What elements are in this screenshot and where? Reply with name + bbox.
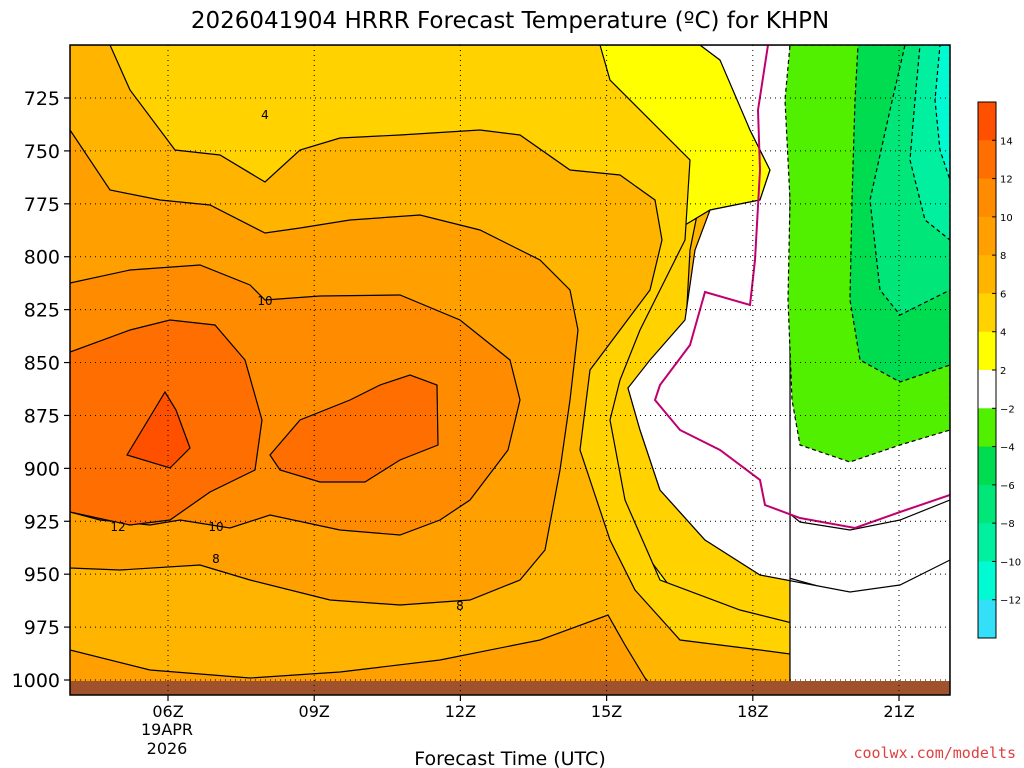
x-tick-label: 18Z: [737, 702, 768, 721]
colorbar-label: −6: [1000, 481, 1015, 492]
x-tick-label: 15Z: [591, 702, 622, 721]
colorbar-label: 2: [1000, 366, 1006, 377]
colorbar-swatch: [978, 216, 996, 256]
x-date-label-line2: 2026: [147, 739, 188, 758]
colorbar-swatch: [978, 102, 996, 141]
colorbar-swatch: [978, 331, 996, 371]
contour-label: 8: [212, 552, 220, 566]
colorbar-label: 12: [1000, 175, 1013, 186]
y-tick-label: 800: [24, 247, 60, 269]
colorbar-swatch: [978, 561, 996, 601]
x-date-label-line1: 19APR: [141, 720, 193, 739]
region-12-14-right: [269, 374, 439, 483]
y-axis: 725 750 775 800 825 850 875 900 925 950 975 1000: [12, 88, 70, 692]
x-tick-label: 21Z: [883, 702, 914, 721]
y-tick-label: 925: [24, 511, 60, 533]
colorbar-label: −10: [1000, 557, 1021, 568]
chart-title: 2026041904 HRRR Forecast Temperature (ºC…: [191, 8, 829, 34]
colorbar-label: −8: [1000, 519, 1015, 530]
plot-area: [70, 45, 950, 695]
colorbar-swatch: [978, 293, 996, 333]
colorbar-swatch: [978, 408, 996, 448]
colorbar-label: 4: [1000, 328, 1006, 339]
x-tick-label: 12Z: [445, 702, 476, 721]
region-8-10-surface: [70, 614, 661, 695]
colorbar-label: 8: [1000, 251, 1006, 262]
x-axis: 06Z 09Z 12Z 15Z 18Z 21Z: [152, 695, 915, 721]
zero-degree-contour: [653, 45, 950, 530]
x-axis-label: Forecast Time (UTC): [414, 748, 605, 768]
y-tick-label: 725: [24, 88, 60, 110]
contour-label: 12: [110, 520, 125, 534]
colorbar: 14 12 10 8 6 4 2 −2 −4 −6 −8 −10 −12: [977, 101, 1021, 639]
x-tick-label: 06Z: [152, 702, 183, 721]
ground-surface: [70, 681, 950, 695]
y-tick-label: 1000: [12, 670, 60, 692]
region-white-gap: [627, 45, 950, 695]
y-tick-label: 775: [24, 194, 60, 216]
y-tick-label: 975: [24, 617, 60, 639]
colorbar-swatch: [978, 255, 996, 294]
x-tick-label: 09Z: [299, 702, 330, 721]
colorbar-swatch: [978, 523, 996, 562]
credit-text: coolwx.com/modelts: [853, 744, 1016, 762]
colorbar-label: 10: [1000, 213, 1013, 224]
y-tick-label: 750: [24, 141, 60, 163]
colorbar-label: −2: [1000, 404, 1015, 415]
contour-label: 8: [456, 599, 464, 613]
grid-lines: [70, 45, 950, 695]
colorbar-swatch: [978, 140, 996, 180]
y-tick-label: 875: [24, 405, 60, 427]
contour-label: 10: [257, 294, 272, 308]
y-tick-label: 900: [24, 458, 60, 480]
colorbar-swatch: [978, 370, 996, 409]
colorbar-label: 6: [1000, 289, 1006, 300]
region-minus-10-to-minus-12: [934, 45, 950, 181]
y-tick-label: 950: [24, 564, 60, 586]
colorbar-swatch: [978, 484, 996, 524]
plot-frame: [69, 44, 951, 696]
contour-label: 10: [208, 520, 223, 534]
contour-label: 4: [261, 108, 269, 122]
colorbar-swatch: [978, 178, 996, 218]
y-tick-label: 825: [24, 300, 60, 322]
colorbar-label: −12: [1000, 596, 1021, 607]
colorbar-label: 14: [1000, 136, 1013, 147]
colorbar-label: −4: [1000, 443, 1015, 454]
colorbar-swatch: [978, 446, 996, 486]
contour-labels: 4 10 12 10 8 8: [110, 108, 463, 613]
y-tick-label: 850: [24, 353, 60, 375]
colorbar-swatch: [978, 599, 996, 639]
region-14-16: [126, 390, 191, 469]
